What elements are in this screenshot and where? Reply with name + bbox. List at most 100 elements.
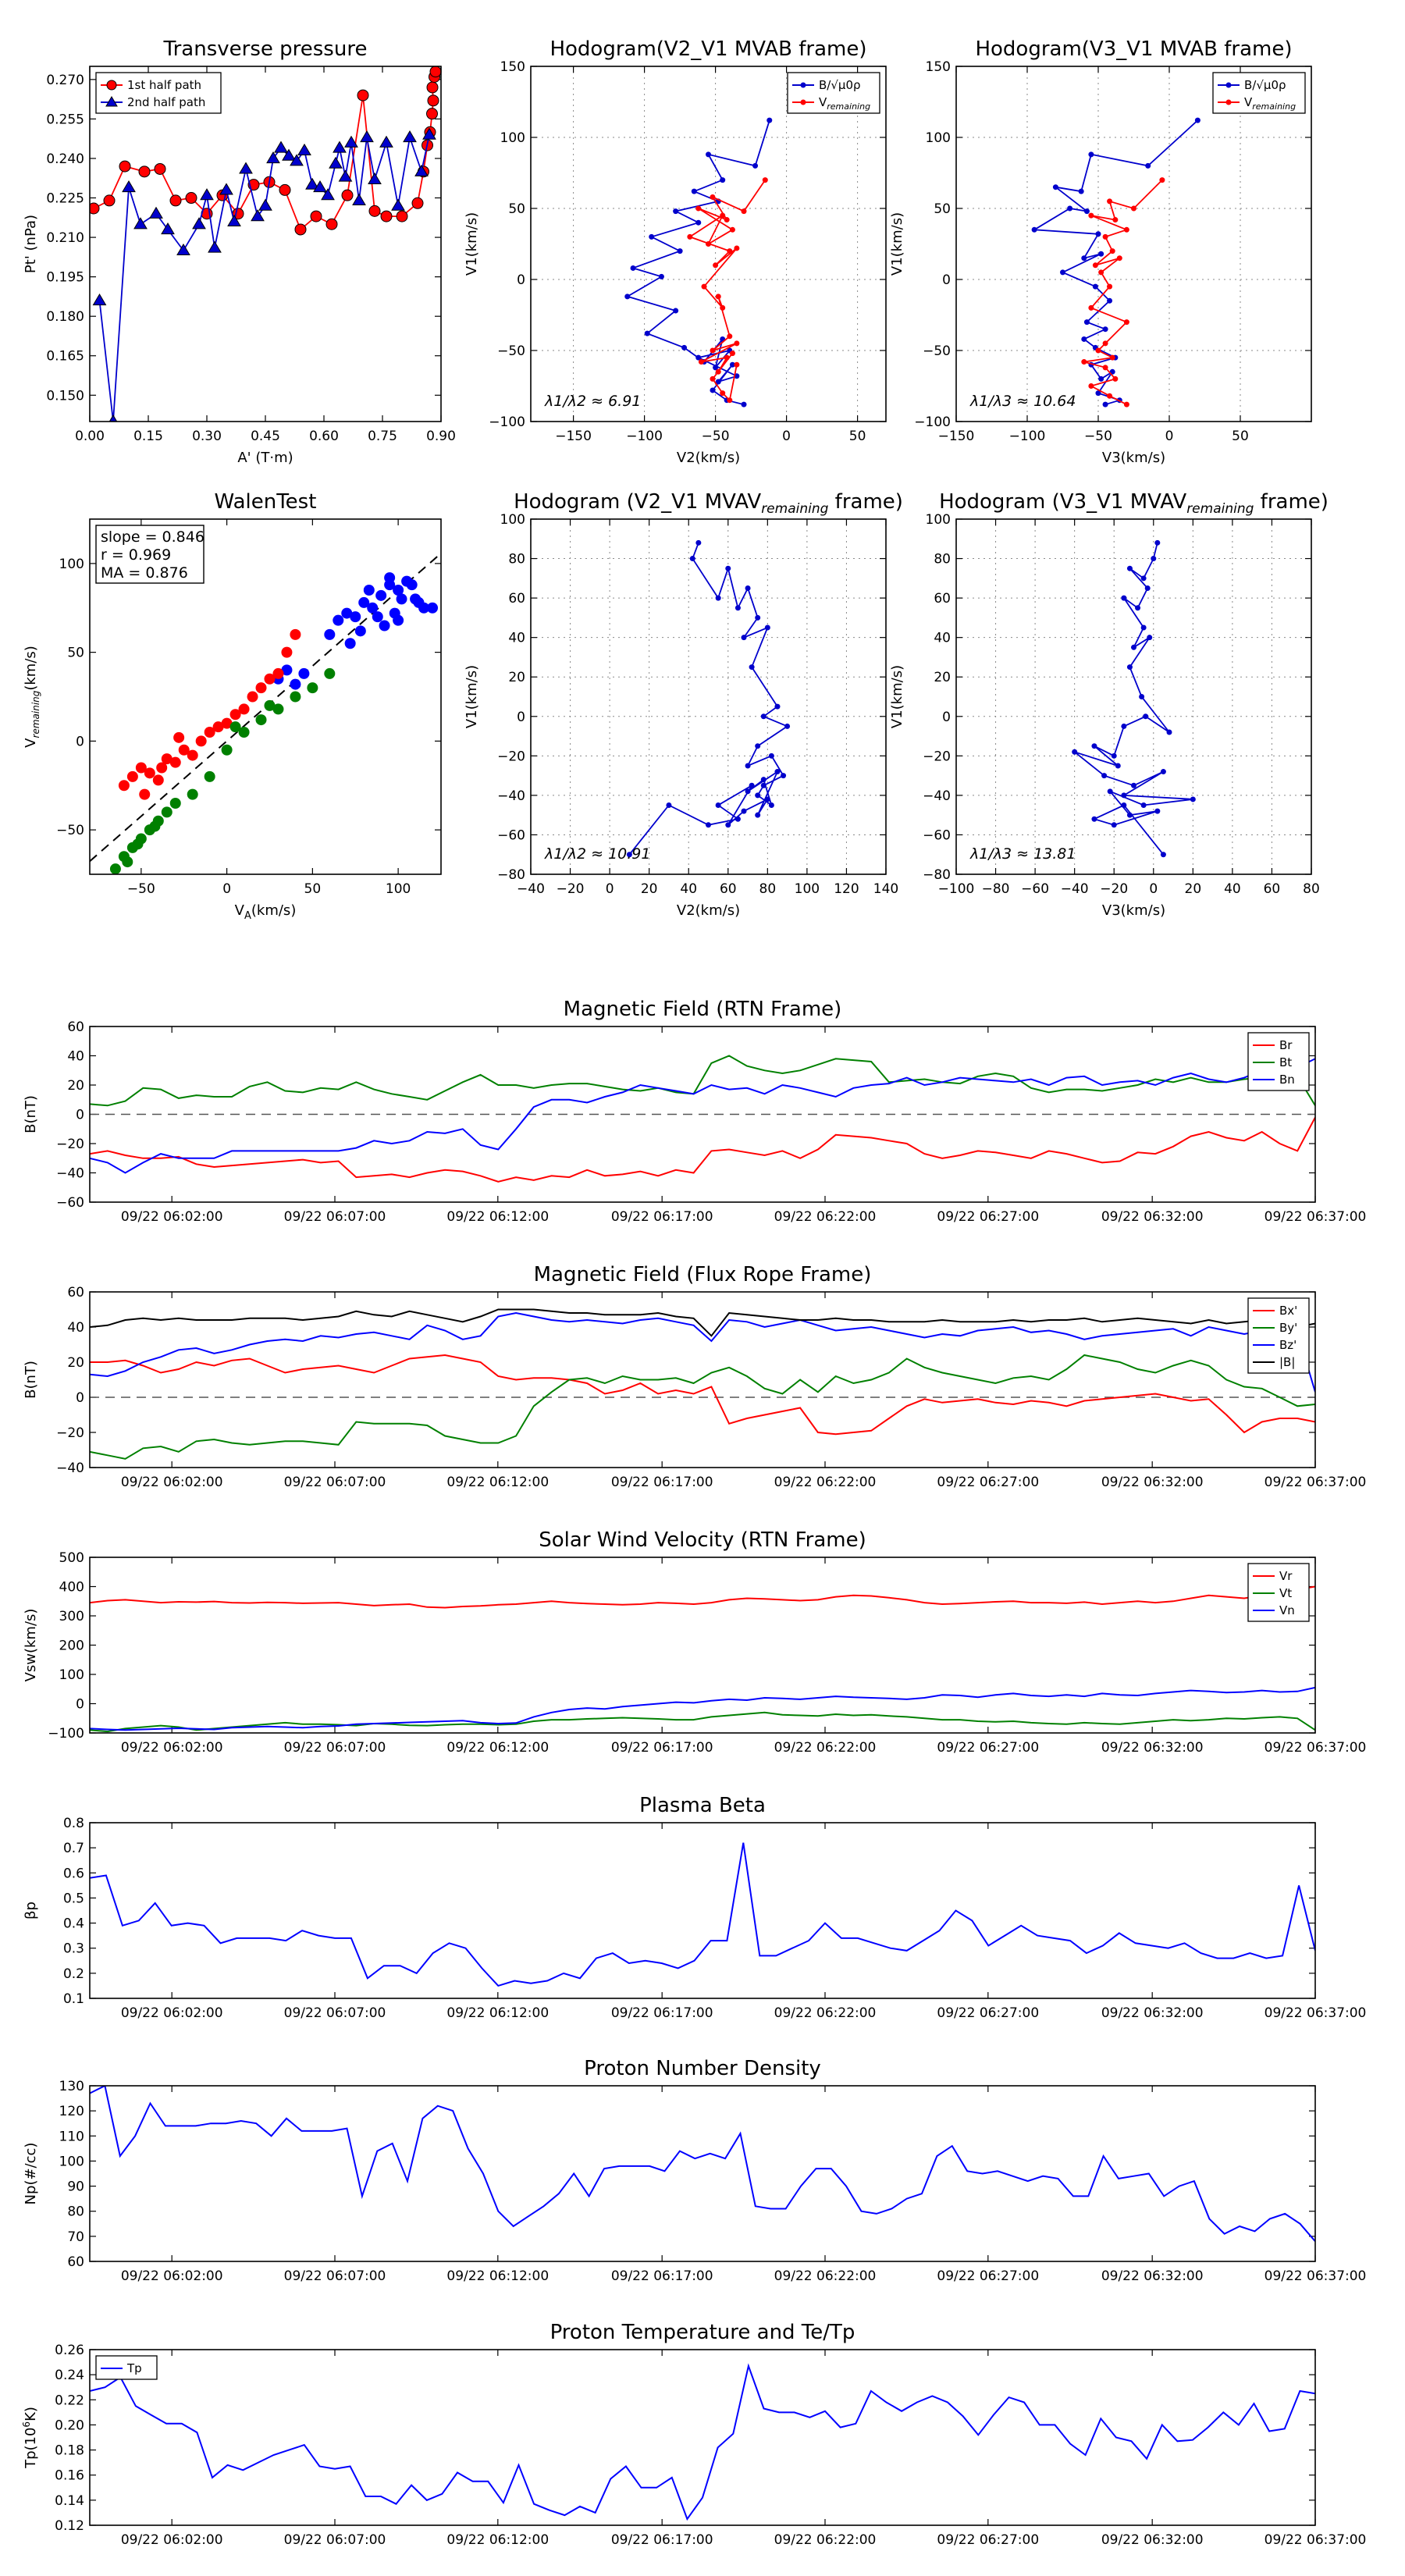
data-point <box>689 556 695 562</box>
y-tick-label: 300 <box>59 1609 84 1624</box>
legend-label: Br <box>1279 1038 1293 1052</box>
data-point <box>727 397 733 404</box>
chart-title: Magnetic Field (Flux Rope Frame) <box>534 1263 872 1286</box>
y-tick-label: 110 <box>59 2129 84 2144</box>
chart-title: Transverse pressure <box>163 37 368 61</box>
x-tick-label: 09/22 06:22:00 <box>774 1740 877 1756</box>
data-point <box>666 802 672 809</box>
data-point <box>1102 233 1108 240</box>
chart-title: Solar Wind Velocity (RTN Frame) <box>539 1528 866 1552</box>
legend: 1st half path 2nd half path <box>95 72 222 114</box>
data-point <box>393 614 404 626</box>
axes-frame <box>89 1822 1316 1999</box>
y-axis-label: V1(km/s) <box>464 212 480 276</box>
legend-marker <box>800 82 806 88</box>
data-point <box>221 717 233 729</box>
data-point <box>755 614 761 621</box>
data-point <box>1102 340 1108 347</box>
data-point <box>161 753 173 765</box>
data-point <box>1139 694 1145 699</box>
data-point <box>1131 205 1136 212</box>
y-tick-label: 0.210 <box>46 230 84 246</box>
data-point <box>247 691 258 703</box>
data-point <box>310 210 322 222</box>
legend-label-sub: remaining <box>1252 101 1296 112</box>
data-point <box>238 727 250 738</box>
data-point <box>1101 773 1108 779</box>
eigenvalue-ratio-annotation: λ1/λ2 ≈ 6.91 <box>544 393 641 410</box>
y-axis-label-sup: 6 <box>21 2421 32 2428</box>
y-tick-label: −20 <box>56 1137 84 1152</box>
plot-area <box>624 117 773 407</box>
series-bx--line <box>90 1354 1315 1436</box>
x-tick-label: 09/22 06:17:00 <box>611 2532 713 2548</box>
data-point <box>706 822 711 828</box>
legend-marker <box>800 99 806 105</box>
x-tick-label: 09/22 06:22:00 <box>774 2532 877 2548</box>
chart-title: Hodogram(V3_V1 MVAB frame) <box>975 37 1292 61</box>
x-tick-label: 09/22 06:37:00 <box>1264 1209 1367 1225</box>
data-point <box>724 354 730 361</box>
y-tick-label: −20 <box>923 749 951 764</box>
y-tick-label: 0.8 <box>63 1816 84 1831</box>
y-tick-label: 130 <box>59 2079 84 2094</box>
y-tick-label: 0.2 <box>63 1966 84 1982</box>
data-point <box>1140 575 1147 582</box>
data-point <box>305 177 319 190</box>
data-point <box>195 735 207 747</box>
data-point <box>176 243 190 256</box>
y-axis-label-main: Tp(10 <box>23 2428 39 2469</box>
legend-label: Vn <box>1279 1603 1295 1617</box>
legend: Vr Vt Vn <box>1247 1563 1310 1622</box>
x-tick-label: 09/22 06:32:00 <box>1101 2268 1204 2284</box>
y-axis-label-main: V <box>23 738 39 748</box>
data-point <box>724 217 730 223</box>
data-point <box>413 596 425 608</box>
y-tick-label: 0.18 <box>55 2443 84 2459</box>
x-tick-label: 40 <box>680 881 697 897</box>
series-bz--line <box>90 1311 1315 1393</box>
data-point <box>624 294 631 300</box>
y-axis-label: Np(#/cc) <box>23 2143 39 2205</box>
data-point <box>379 620 390 632</box>
chart-bRTN: Magnetic Field (RTN Frame) −60 −40 −20 0 20 40… <box>23 998 1366 1225</box>
data-point <box>1131 644 1136 650</box>
x-tick-label: 09/22 06:02:00 <box>121 2268 223 2284</box>
chart-pt: Transverse pressure 0.150 0.165 0.180 0.195 0… <box>23 37 456 466</box>
x-tick-label: 09/22 06:22:00 <box>774 1209 877 1225</box>
y-tick-label: 0.270 <box>46 73 84 88</box>
y-axis-label: V1(km/s) <box>889 212 905 276</box>
data-point <box>108 415 118 422</box>
y-axis-label: Vsw(km/s) <box>23 1609 39 1682</box>
data-point <box>368 172 382 185</box>
data-point <box>1078 188 1084 194</box>
x-tick-label: 09/22 06:27:00 <box>937 2268 1039 2284</box>
data-point <box>403 130 417 143</box>
y-tick-label: 80 <box>934 552 951 568</box>
series-vremaining-line <box>688 180 767 402</box>
data-point <box>735 816 741 822</box>
y-tick-label: 100 <box>500 130 525 146</box>
data-point <box>90 202 100 215</box>
x-tick-label: 09/22 06:17:00 <box>611 2268 713 2284</box>
data-point <box>344 638 356 649</box>
data-point <box>1126 812 1133 818</box>
y-tick-label: 150 <box>926 59 951 75</box>
x-tick-label: 09/22 06:12:00 <box>446 2532 549 2548</box>
y-tick-label: 0 <box>76 1697 84 1713</box>
y-tick-label: 50 <box>934 201 951 217</box>
data-point <box>352 193 366 205</box>
x-axis-label: A' (T·m) <box>237 450 293 466</box>
data-point <box>1121 595 1127 601</box>
data-point <box>1123 401 1129 407</box>
data-point <box>1091 743 1097 749</box>
series-bn-line <box>90 1058 1315 1174</box>
y-tick-label: 0.24 <box>55 2368 84 2383</box>
series-path-line <box>628 542 789 856</box>
x-tick-label: 09/22 06:17:00 <box>611 1475 713 1490</box>
x-tick-label: 0.30 <box>192 429 222 444</box>
data-point <box>745 585 751 591</box>
data-point <box>313 180 327 193</box>
data-point <box>1060 269 1065 276</box>
legend-label-main: V <box>819 95 827 109</box>
